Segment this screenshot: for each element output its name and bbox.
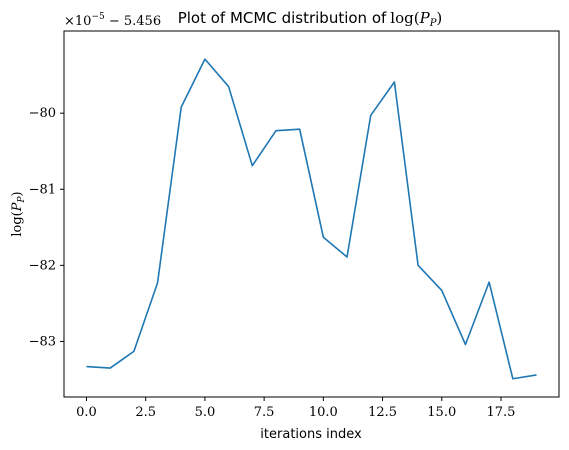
y-tick-label: −80 — [29, 106, 56, 121]
y-axis-label-close: ) — [10, 191, 25, 196]
x-axis-label: iterations index — [260, 427, 362, 442]
x-tick-label: 15.0 — [427, 405, 456, 420]
y-tick-label: −82 — [29, 258, 56, 273]
y-offset-exp: −5 — [91, 12, 105, 22]
x-tick-label: 12.5 — [368, 405, 397, 420]
y-axis-label-sub: P — [17, 196, 27, 204]
x-tick-label: 10.0 — [309, 405, 338, 420]
y-offset-text: ×10−5 − 5.456 — [64, 12, 161, 29]
y-axis-label-math: log( — [10, 211, 25, 236]
x-axis-ticks: 0.0 2.5 5.0 7.5 10.0 12.5 15.0 17.5 — [76, 397, 515, 420]
series-line-0 — [86, 58, 537, 380]
y-offset-rest: − 5.456 — [105, 14, 161, 29]
chart-title-prefix: Plot of MCMC distribution of — [178, 9, 387, 27]
y-tick-label: −83 — [29, 334, 56, 349]
x-tick-label: 17.5 — [486, 405, 515, 420]
y-offset-mult: ×10 — [64, 14, 91, 29]
x-tick-label: 0.0 — [76, 405, 97, 420]
chart-title: Plot of MCMC distribution of log(PP) — [178, 9, 443, 29]
series-layer — [86, 58, 537, 380]
y-axis-label: log(PP) — [10, 191, 27, 236]
chart-title-sub-base: P — [419, 9, 431, 27]
x-tick-label: 7.5 — [254, 405, 275, 420]
chart-title-math: log( — [390, 9, 419, 27]
chart-title-close: ) — [436, 9, 442, 27]
x-tick-label: 2.5 — [135, 405, 156, 420]
x-tick-label: 5.0 — [195, 405, 216, 420]
y-tick-label: −81 — [29, 182, 56, 197]
y-axis-label-sub-base: P — [10, 202, 25, 212]
plot-frame — [63, 30, 560, 398]
chart-title-sub: P — [429, 18, 437, 29]
y-axis-ticks: −83 −82 −81 −80 — [29, 106, 64, 349]
